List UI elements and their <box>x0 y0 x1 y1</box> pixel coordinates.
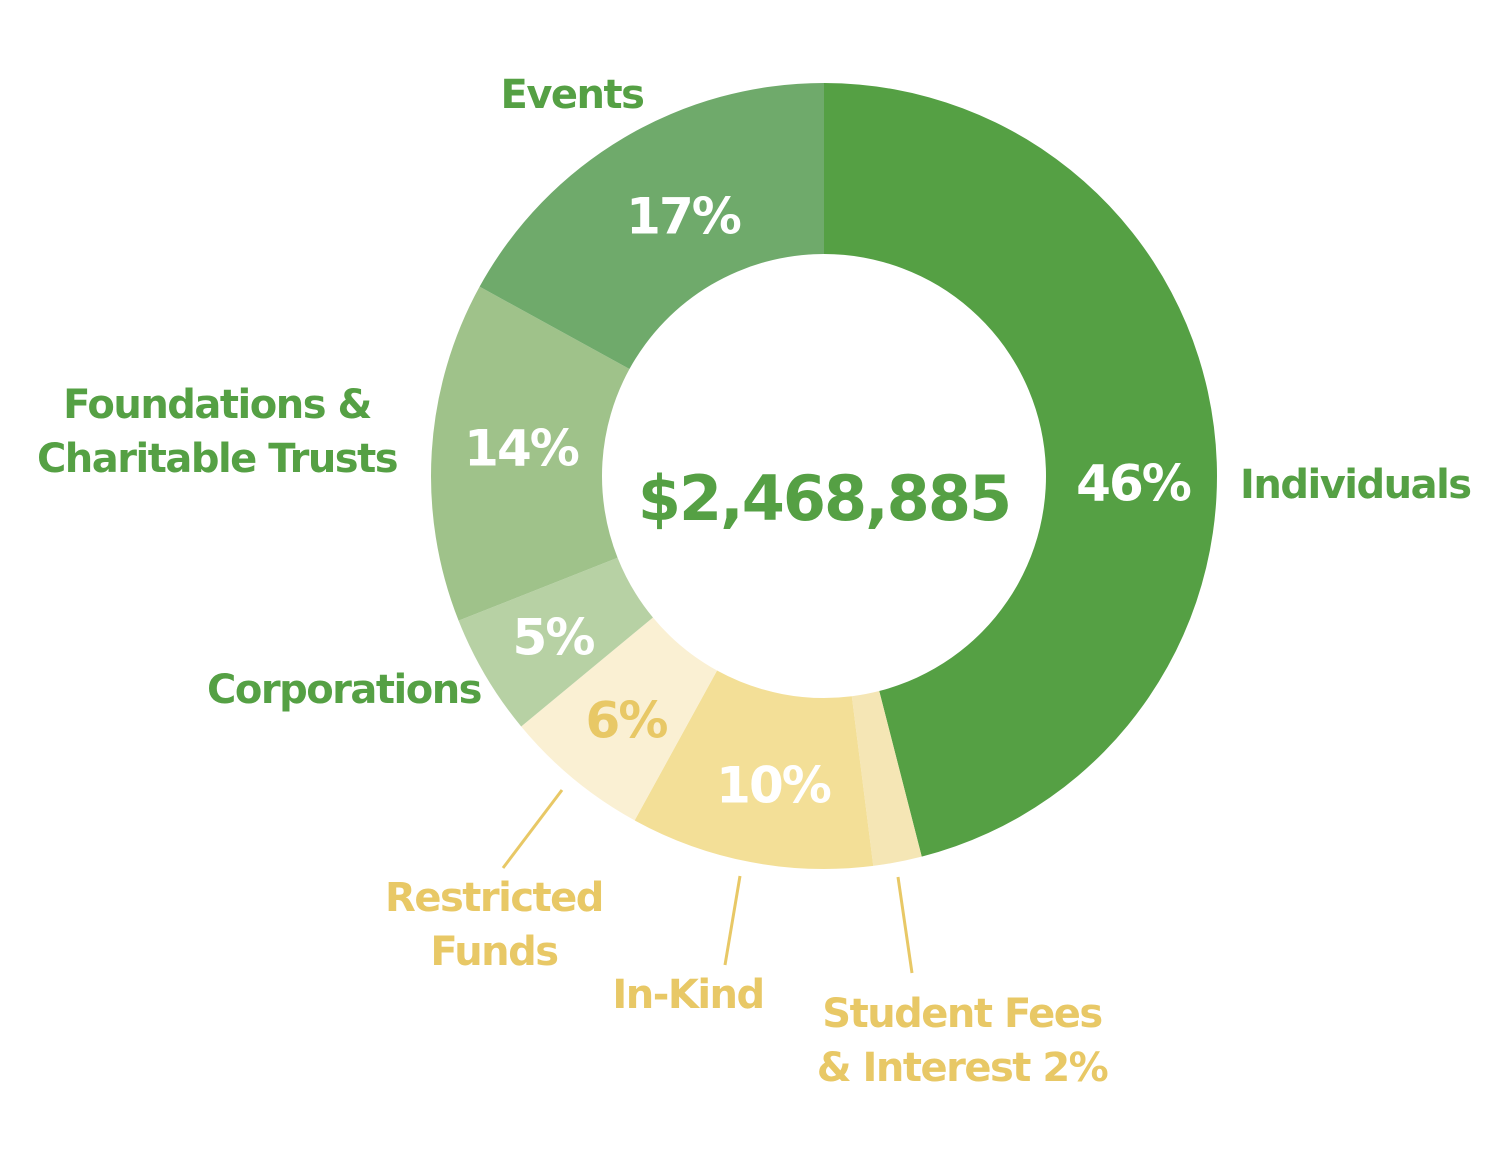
category-label-corporations: Corporations <box>207 667 481 713</box>
category-label-in-kind: In-Kind <box>612 972 763 1018</box>
slice-in-kind <box>634 670 874 869</box>
total-amount: $2,468,885 <box>638 462 1010 535</box>
slices-layer <box>431 83 1217 869</box>
percent-labels: 46% 10% 6% 5% 14% 17% <box>464 188 1193 815</box>
category-label-line: & Interest 2% <box>817 1045 1108 1091</box>
category-label-student-fees-interest: Student Fees & Interest 2% <box>817 991 1108 1091</box>
category-label-foundations-charitable-trusts: Foundations & Charitable Trusts <box>37 382 397 482</box>
category-labels: Individuals Student Fees & Interest 2% In-K… <box>37 72 1472 1091</box>
leader-line-in-kind <box>723 875 742 966</box>
category-label-line: In-Kind <box>612 972 763 1018</box>
pct-label-in-kind: 10% <box>716 757 831 815</box>
category-label-line: Funds <box>430 929 557 975</box>
category-label-line: Foundations & <box>63 382 371 428</box>
category-label-restricted-funds: Restricted Funds <box>385 875 603 975</box>
slice-student-fees-interest <box>851 691 922 866</box>
category-label-individuals: Individuals <box>1240 462 1471 508</box>
category-label-line: Restricted <box>385 875 603 921</box>
pct-label-foundations-charitable-trusts: 14% <box>464 420 579 478</box>
pct-label-events: 17% <box>626 188 741 246</box>
leader-line-student-fees-interest <box>896 876 914 974</box>
pct-label-individuals: 46% <box>1076 455 1191 513</box>
leader-lines <box>501 789 914 974</box>
category-label-line: Charitable Trusts <box>37 436 397 482</box>
category-label-line: Individuals <box>1240 462 1471 508</box>
slice-corporations <box>458 557 653 727</box>
category-label-line: Events <box>501 72 644 118</box>
category-label-events: Events <box>501 72 644 118</box>
category-label-line: Corporations <box>207 667 481 713</box>
slice-restricted-funds <box>521 617 718 821</box>
leader-line-restricted-funds <box>501 789 564 869</box>
category-label-line: Student Fees <box>822 991 1101 1037</box>
pct-label-corporations: 5% <box>513 609 595 667</box>
slice-foundations-charitable-trusts <box>431 286 630 621</box>
slice-individuals <box>824 83 1217 857</box>
slice-events <box>479 83 824 370</box>
pct-label-restricted-funds: 6% <box>586 692 668 750</box>
